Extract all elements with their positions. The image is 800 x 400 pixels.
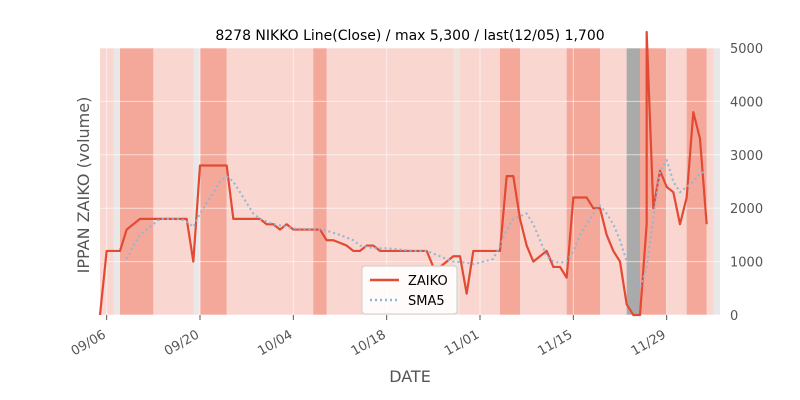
chart-title: 8278 NIKKO Line(Close) / max 5,300 / las… xyxy=(215,28,604,44)
background-band-8 xyxy=(453,48,460,315)
background-band-12 xyxy=(566,48,600,315)
legend-label-zaiko: ZAIKO xyxy=(408,274,448,289)
y-tick-label-4: 4000 xyxy=(730,95,763,110)
background-band-6 xyxy=(313,48,327,315)
background-band-18 xyxy=(706,48,714,315)
background-band-16 xyxy=(666,48,687,315)
background-bands xyxy=(100,48,714,315)
series-line-zaiko xyxy=(98,30,708,317)
y-tick-label-3: 3000 xyxy=(730,149,763,164)
x-axis-label: DATE xyxy=(389,367,431,386)
background-band-2 xyxy=(120,48,154,315)
background-band-5 xyxy=(226,48,314,315)
background-band-10 xyxy=(500,48,520,315)
legend: ZAIKO SMA5 xyxy=(361,265,458,315)
y-tick-label-5: 5000 xyxy=(730,42,763,57)
y-tick-label-1: 1000 xyxy=(730,256,763,271)
background-band-4 xyxy=(200,48,227,315)
background-band-17 xyxy=(686,48,707,315)
y-axis-label: IPPAN ZAIKO (volume) xyxy=(74,97,93,274)
series-line-sma5 xyxy=(125,159,708,290)
y-tick-label-2: 2000 xyxy=(730,202,763,217)
background-band-1 xyxy=(106,48,114,315)
y-axis-ticks: 0 1000 2000 3000 4000 5000 xyxy=(730,42,763,324)
background-band-0 xyxy=(100,48,107,315)
background-band-11 xyxy=(520,48,567,315)
legend-label-sma5: SMA5 xyxy=(408,294,445,309)
y-tick-label-0: 0 xyxy=(730,309,738,324)
background-band-14 xyxy=(626,48,640,315)
series-layer xyxy=(98,30,708,317)
legend-box xyxy=(361,265,458,315)
background-band-3 xyxy=(153,48,194,315)
